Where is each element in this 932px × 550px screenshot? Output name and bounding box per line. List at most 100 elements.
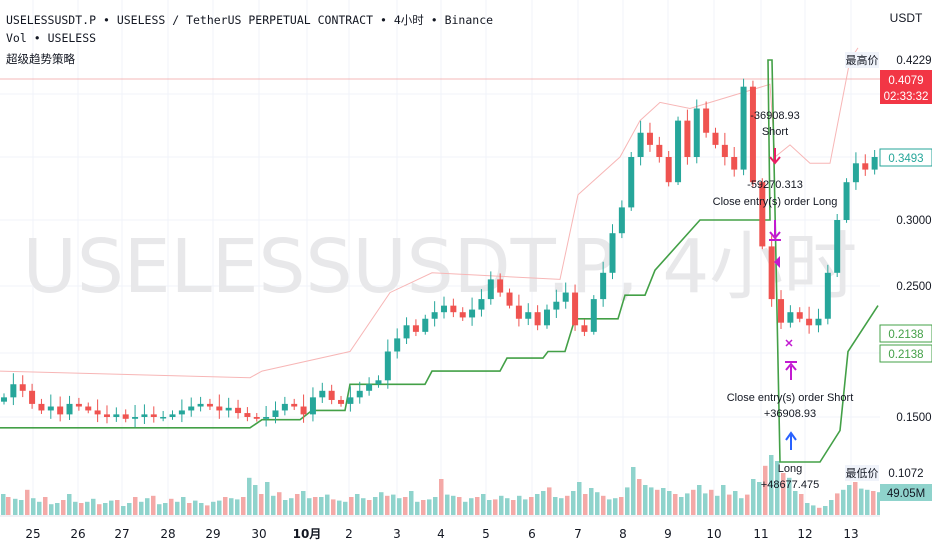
candle-body (141, 414, 148, 417)
candle (562, 282, 569, 309)
volume-bar (655, 489, 660, 515)
volume-bar (271, 495, 276, 515)
candle-body (778, 299, 785, 323)
volume-bar (13, 498, 18, 515)
volume-bar (853, 482, 858, 515)
candle (740, 78, 747, 176)
volume-bar (19, 500, 24, 515)
symbol-name[interactable]: USELESSUSDT.P (6, 13, 97, 27)
price-axis[interactable]: 0.3000 0.2500 0.1500 最高价 0.4229 0.4079 02:33:3… (845, 0, 932, 515)
volume-bar (259, 494, 264, 515)
candle (38, 398, 45, 414)
st1-value: 0.2138 (888, 329, 923, 341)
volume-bar (217, 500, 222, 515)
volume-bar (373, 497, 378, 515)
candle (94, 399, 101, 423)
volume-bar (319, 497, 324, 515)
volume-bar (235, 499, 240, 515)
volume-bar (829, 500, 834, 515)
volume-bar (301, 491, 306, 515)
candle-body (300, 406, 307, 415)
volume-bar (715, 495, 720, 515)
volume-bar (223, 497, 228, 515)
volume-bar (289, 498, 294, 515)
candle-body (684, 120, 691, 157)
volume-bar (91, 498, 96, 515)
candle (787, 305, 794, 328)
candle (778, 290, 785, 329)
volume-bar (145, 498, 150, 515)
volume-bar (127, 503, 132, 515)
high-title: 最高价 (846, 53, 879, 67)
candle-body (85, 406, 92, 411)
candle-body (721, 144, 728, 157)
candle-body (703, 108, 710, 133)
volume-bar (607, 499, 612, 515)
candlesticks[interactable] (1, 78, 878, 428)
candle-body (403, 325, 410, 339)
candle (871, 150, 878, 175)
volume-bar (739, 498, 744, 515)
time-tick: 4 (437, 527, 445, 541)
candle (534, 305, 541, 331)
candle-body (543, 309, 550, 326)
candle (272, 401, 279, 424)
volume-bar (637, 479, 642, 515)
close-short-arrow-icon (785, 361, 797, 380)
volume-bar (703, 493, 708, 515)
candle (19, 375, 26, 398)
volume-bar (553, 497, 558, 515)
candle (160, 411, 167, 422)
strategy-legend[interactable]: 超级趋势策略 (6, 51, 75, 67)
volume-bar (79, 503, 84, 515)
volume-bar (421, 500, 426, 515)
candle-body (366, 384, 373, 391)
candle-body (852, 163, 859, 183)
candle-body (731, 157, 738, 170)
candle (450, 298, 457, 318)
time-axis[interactable]: 25 26 27 28 29 30 10月 2 3 4 5 6 7 8 9 10 11 12 13 (0, 515, 880, 541)
currency-button[interactable]: USDT (889, 11, 923, 25)
volume-bar (115, 500, 120, 515)
candle-body (160, 417, 167, 419)
short-pnl: -36908.93 (750, 110, 800, 122)
candle-body (712, 132, 719, 145)
volume-bar (307, 498, 312, 515)
candle-body (450, 305, 457, 313)
volume-bar (499, 495, 504, 515)
volume-bar (445, 494, 450, 515)
upper-band-line (0, 47, 859, 379)
interval-label[interactable]: 4小时 (393, 13, 424, 27)
time-tick: 2 (345, 527, 353, 541)
candle (731, 147, 738, 177)
candle-body (412, 325, 419, 332)
price-tick: 0.1500 (896, 412, 931, 424)
candle-body (768, 246, 775, 300)
candle (47, 394, 54, 419)
candle (656, 136, 663, 163)
candle-body (188, 406, 195, 411)
candle-body (309, 397, 316, 415)
volume-bar (601, 495, 606, 515)
symbol-legend[interactable]: USELESSUSDT.P • USELESS / TetherUS PERPE… (6, 12, 493, 28)
volume-bar (151, 495, 156, 515)
candle (244, 407, 251, 422)
volume-bar (661, 488, 666, 515)
candle-body (562, 292, 569, 302)
candle (132, 405, 139, 428)
candle-body (328, 390, 335, 400)
candle-body (665, 157, 672, 183)
volume-legend[interactable]: Vol • USELESS (6, 31, 96, 45)
volume-bar (283, 500, 288, 515)
candle (515, 294, 522, 327)
volume-bar (229, 498, 234, 515)
time-tick: 8 (619, 527, 627, 541)
time-tick: 25 (25, 527, 40, 541)
strategy-name[interactable]: 超级趋势策略 (6, 52, 75, 66)
candle-body (216, 406, 223, 411)
candle-body (103, 414, 110, 417)
volume-bar (193, 500, 198, 515)
candle (675, 116, 682, 185)
